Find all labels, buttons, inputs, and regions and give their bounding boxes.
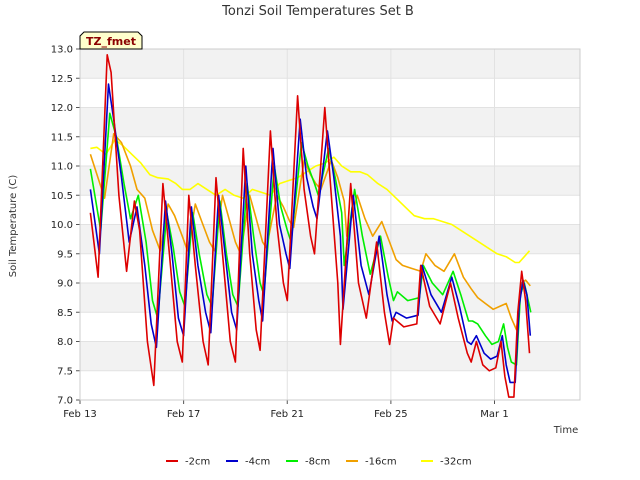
series-line-neg2cm xyxy=(89,54,531,398)
x-tick-label: Feb 13 xyxy=(63,409,97,420)
series-line-neg4cm xyxy=(89,83,532,384)
y-tick-label: 9.5 xyxy=(57,249,73,260)
x-tick-label: Mar 1 xyxy=(480,409,508,420)
x-tick-label: Feb 21 xyxy=(270,409,304,420)
y-tick-label: 7.0 xyxy=(57,396,73,407)
legend-item: -2cm xyxy=(166,457,210,468)
y-tick-label: 8.5 xyxy=(57,308,73,319)
legend: -2cm -4cm -8cm -16cm -32cm xyxy=(166,457,472,468)
chart-title: Tonzi Soil Temperatures Set B xyxy=(221,4,414,19)
y-tick-label: 12.0 xyxy=(51,103,73,114)
legend-label: -16cm xyxy=(365,457,397,468)
y-tick-label: 7.5 xyxy=(57,366,73,377)
legend-item: -8cm xyxy=(286,457,330,468)
y-axis-title: Soil Temperature (C) xyxy=(8,175,19,278)
grid-band xyxy=(80,107,580,137)
legend-label: -8cm xyxy=(305,457,330,468)
x-tick-label: Feb 25 xyxy=(374,409,408,420)
legend-item: -4cm xyxy=(226,457,270,468)
y-tick-label: 10.0 xyxy=(51,220,73,231)
grid-band xyxy=(80,224,580,254)
y-tick-label: 10.5 xyxy=(51,191,73,202)
legend-item: -32cm xyxy=(421,457,472,468)
legend-item: -16cm xyxy=(346,457,397,468)
legend-label: -2cm xyxy=(185,457,210,468)
series-line-neg8cm xyxy=(89,112,532,366)
y-tick-label: 9.0 xyxy=(57,279,73,290)
y-tick-label: 8.0 xyxy=(57,337,73,348)
series-line-neg32cm xyxy=(90,138,531,264)
y-axis-ticks: 7.0 7.5 8.0 8.5 9.0 9.5 10.0 10.5 11.0 11.5 12.0 12… xyxy=(51,45,80,407)
x-axis-title: Time xyxy=(553,425,578,436)
y-tick-label: 11.5 xyxy=(51,132,73,143)
legend-label: -32cm xyxy=(440,457,472,468)
badge: TZ_fmet xyxy=(79,31,143,50)
badge-box xyxy=(79,31,143,50)
badge-label: TZ_fmet xyxy=(86,35,136,48)
x-axis-ticks: Feb 13 Feb 17 Feb 21 Feb 25 Mar 1 xyxy=(63,400,509,420)
x-tick-label: Feb 17 xyxy=(167,409,201,420)
y-tick-label: 13.0 xyxy=(51,45,73,56)
y-tick-label: 11.0 xyxy=(51,162,73,173)
plot-frame xyxy=(79,48,581,401)
grid-band xyxy=(80,49,580,79)
y-tick-label: 12.5 xyxy=(51,74,73,85)
series-lines xyxy=(89,54,532,398)
legend-label: -4cm xyxy=(245,457,270,468)
